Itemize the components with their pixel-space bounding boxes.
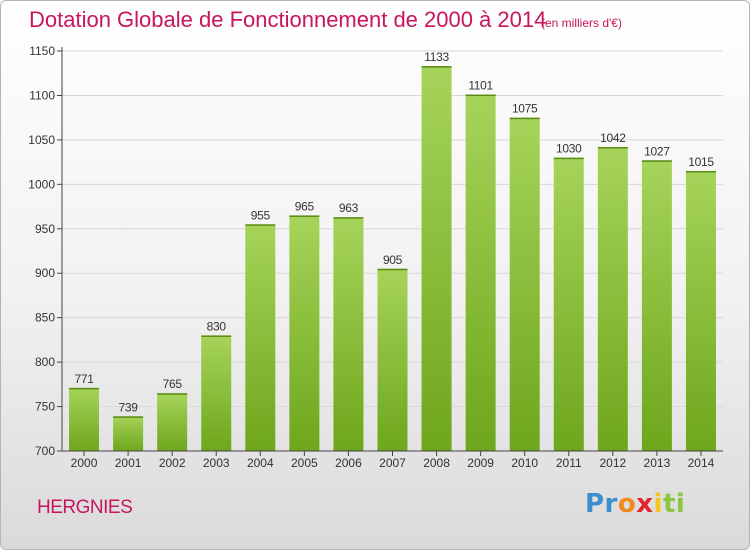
y-tick-label: 1000 <box>28 177 55 191</box>
x-tick-label: 2006 <box>335 456 362 470</box>
bar <box>201 335 232 451</box>
data-label: 765 <box>163 377 183 391</box>
bar <box>333 217 364 451</box>
bar <box>465 94 496 452</box>
x-tick-label: 2000 <box>71 456 98 470</box>
y-tick-label: 1100 <box>29 88 55 102</box>
data-label: 771 <box>74 372 94 386</box>
logo-part: i <box>653 489 663 519</box>
logo-part: x <box>636 489 654 519</box>
x-tick-label: 2001 <box>115 456 142 470</box>
bar <box>553 157 584 451</box>
x-tick-label: 2013 <box>644 456 671 470</box>
x-tick-label: 2009 <box>467 456 494 470</box>
data-label: 1027 <box>644 144 670 158</box>
data-label: 1075 <box>512 102 538 116</box>
bar <box>289 215 320 451</box>
x-tick-label: 2011 <box>556 456 582 470</box>
logo-part: o <box>617 489 637 519</box>
x-tick-label: 2010 <box>511 456 538 470</box>
proxiti-logo: Proxiti <box>585 489 685 519</box>
bar-top-edge <box>157 393 188 395</box>
y-tick-label: 900 <box>35 266 55 280</box>
bar-top-edge <box>465 94 496 97</box>
chart-title: Dotation Globale de Fonctionnement de 20… <box>29 7 547 32</box>
bar-top-edge <box>245 224 276 226</box>
bar-top-edge <box>69 387 100 390</box>
data-label: 1133 <box>424 50 449 64</box>
bar-top-edge <box>377 268 408 271</box>
data-label: 1042 <box>600 131 626 145</box>
y-tick-label: 850 <box>35 311 55 325</box>
bar <box>641 160 672 452</box>
y-tick-label: 950 <box>35 222 55 236</box>
x-tick-label: 2008 <box>423 456 450 470</box>
data-label: 1101 <box>468 79 493 93</box>
bar <box>113 416 144 451</box>
bar <box>377 268 408 451</box>
bar-top-edge <box>201 335 232 337</box>
y-tick-label: 800 <box>35 355 55 369</box>
logo-part: ti <box>662 489 686 519</box>
x-tick-label: 2014 <box>688 456 715 470</box>
x-tick-label: 2004 <box>247 456 274 470</box>
x-tick-label: 2007 <box>379 456 406 470</box>
bar-top-edge <box>113 416 144 418</box>
data-label: 1015 <box>688 155 714 169</box>
data-label: 965 <box>295 199 315 213</box>
bar-top-edge <box>641 160 672 162</box>
y-tick-label: 1050 <box>28 133 55 147</box>
data-label: 955 <box>251 208 271 222</box>
x-tick-label: 2002 <box>159 456 186 470</box>
bar-top-edge <box>685 171 716 173</box>
data-label: 1030 <box>556 142 582 156</box>
bar-top-edge <box>597 147 628 149</box>
bars: 771 739 765 830 955 965 963 905 1133 1101 1075 1030… <box>69 50 716 452</box>
chart-subtitle: (en milliers d'€) <box>541 16 622 30</box>
x-tick-label: 2003 <box>203 456 230 470</box>
y-tick-label: 1150 <box>29 44 55 58</box>
bar <box>685 171 716 451</box>
bar <box>157 393 188 451</box>
bar <box>509 117 540 452</box>
x-tick-label: 2005 <box>291 456 318 470</box>
bar <box>597 147 628 451</box>
data-label: 830 <box>207 319 227 333</box>
x-tick-label: 2012 <box>599 456 626 470</box>
commune-name: HERGNIES <box>37 497 133 518</box>
axes: 700 750 800 850 900 950 1000 1050 1100 1150 2000 20… <box>28 44 723 470</box>
bar-top-edge <box>421 66 452 68</box>
bar <box>245 224 276 451</box>
bar-top-edge <box>553 157 584 160</box>
bar <box>421 66 452 451</box>
bar <box>69 387 100 451</box>
bar-top-edge <box>289 215 320 217</box>
bar-top-edge <box>333 217 364 219</box>
data-label: 905 <box>383 253 403 267</box>
logo-part: Pr <box>585 489 618 519</box>
y-tick-label: 750 <box>35 400 55 414</box>
data-label: 739 <box>119 400 139 414</box>
bar-top-edge <box>509 117 540 120</box>
y-tick-label: 700 <box>35 444 55 458</box>
data-label: 963 <box>339 201 359 215</box>
